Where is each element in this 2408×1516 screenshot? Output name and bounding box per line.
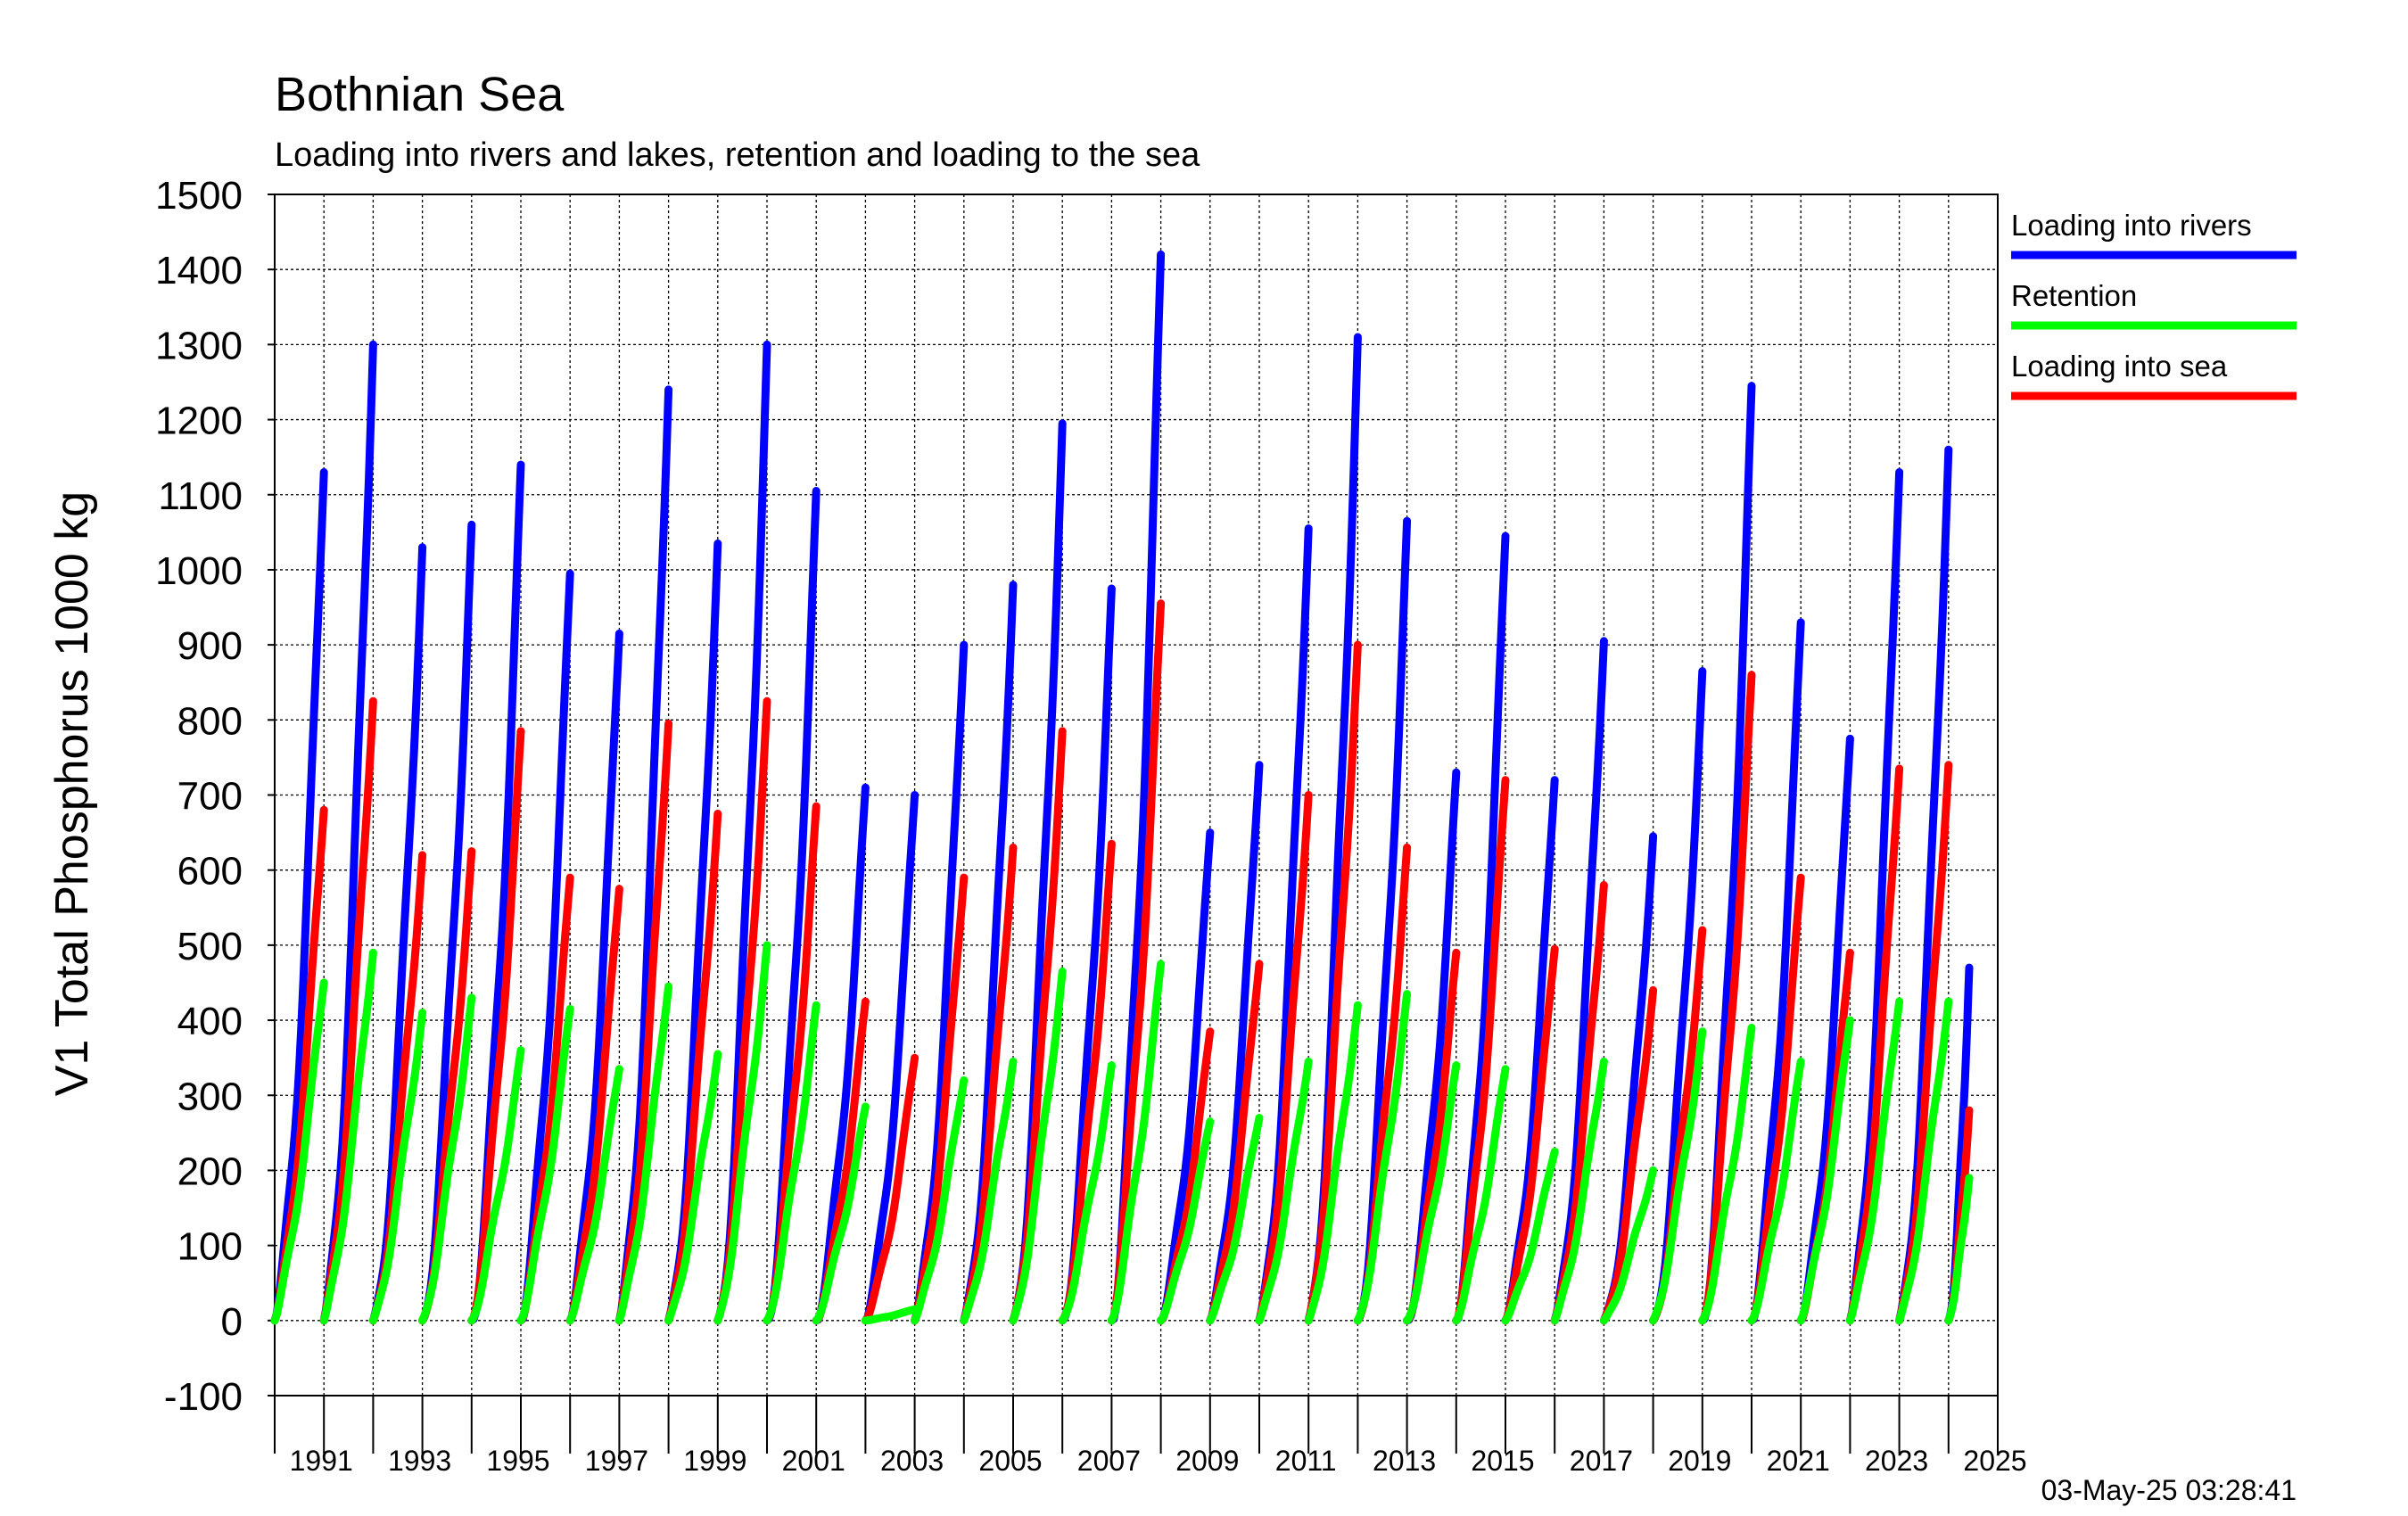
y-tick-label: 200	[177, 1149, 243, 1193]
x-tick-label: 2007	[1077, 1445, 1141, 1477]
series-year-segment	[1796, 1016, 1854, 1325]
x-tick-label: 1997	[585, 1445, 648, 1477]
y-tick-label: 1200	[155, 400, 243, 443]
series-year-segment	[565, 1065, 623, 1325]
x-tick-label: 2017	[1570, 1445, 1633, 1477]
y-axis-label: V1 Total Phosphorus 1000 kg	[46, 491, 98, 1096]
x-axis: 1991 1993 1995 1997 1999 2001 2003 2005 2007 2009…	[274, 1396, 2027, 1477]
legend-label: Loading into rivers	[2011, 209, 2252, 242]
x-tick-label: 2009	[1175, 1445, 1239, 1477]
series-year-segment	[1157, 1117, 1215, 1325]
series-layer	[270, 250, 1974, 1325]
x-tick-label: 1993	[388, 1445, 451, 1477]
series-year-segment	[467, 1046, 525, 1325]
series-year-segment	[1747, 1057, 1805, 1325]
x-tick-label: 2005	[978, 1445, 1042, 1477]
series-loading-into-rivers	[270, 250, 1974, 1325]
series-year-segment	[1206, 1114, 1264, 1325]
series-year-segment	[614, 982, 673, 1325]
x-tick-label: 2019	[1668, 1445, 1731, 1477]
y-axis: -100 0 100 200 300 400 500 600 700 800 900 1000 1100…	[155, 174, 275, 1419]
legend-label: Retention	[2011, 279, 2137, 312]
y-tick-label: 500	[177, 925, 243, 968]
series-year-segment	[713, 941, 771, 1325]
timestamp: 03-May-25 03:28:41	[2041, 1474, 2297, 1506]
series-year-segment	[1501, 1147, 1559, 1325]
series-year-segment	[861, 1305, 919, 1325]
series-year-segment	[1353, 990, 1412, 1325]
series-year-segment	[1599, 985, 1658, 1325]
x-tick-label: 2023	[1865, 1445, 1928, 1477]
series-loading-into-sea	[270, 599, 1974, 1325]
chart-title: Bothnian Sea	[275, 68, 565, 121]
legend-item-loading-into-sea: Loading into sea	[2011, 350, 2297, 400]
y-tick-label: 800	[177, 699, 243, 743]
y-tick-label: 1500	[155, 174, 243, 218]
series-year-segment	[1255, 1057, 1313, 1325]
y-tick-label: 600	[177, 850, 243, 894]
series-year-segment	[1452, 1065, 1510, 1325]
y-tick-label: 0	[221, 1300, 243, 1344]
x-tick-label: 2025	[1963, 1445, 2026, 1477]
x-tick-label: 2011	[1275, 1445, 1337, 1477]
legend: Loading into rivers Retention Loading in…	[2011, 209, 2297, 400]
series-year-segment	[1698, 1024, 1756, 1325]
series-year-segment	[319, 948, 377, 1325]
series-year-segment	[1944, 1174, 1974, 1325]
y-tick-label: 1100	[158, 474, 243, 518]
series-year-segment	[1058, 1061, 1116, 1325]
x-tick-label: 2001	[782, 1445, 845, 1477]
series-year-segment	[270, 978, 328, 1325]
series-year-segment	[1304, 1001, 1362, 1325]
y-tick-label: 100	[177, 1225, 243, 1269]
series-year-segment	[516, 1004, 574, 1325]
legend-label: Loading into sea	[2011, 350, 2228, 383]
series-year-segment	[1255, 791, 1313, 1325]
x-tick-label: 2021	[1767, 1445, 1830, 1477]
series-year-segment	[1845, 997, 1904, 1325]
series-year-segment	[1550, 1057, 1608, 1325]
series-year-segment	[861, 1053, 919, 1325]
series-year-segment	[911, 1075, 969, 1325]
series-year-segment	[763, 1001, 821, 1325]
series-year-segment	[1403, 1061, 1461, 1325]
series-year-segment	[664, 1050, 722, 1325]
y-tick-label: 700	[177, 775, 243, 819]
series-year-segment	[1895, 997, 1953, 1325]
series-year-segment	[1009, 967, 1067, 1325]
series-year-segment	[1649, 1027, 1707, 1325]
y-tick-label: 300	[177, 1075, 243, 1118]
x-tick-label: 2013	[1373, 1445, 1436, 1477]
y-tick-label: -100	[164, 1375, 243, 1419]
y-tick-label: 900	[177, 624, 243, 668]
series-year-segment	[960, 1057, 1018, 1325]
y-tick-label: 1300	[155, 324, 243, 367]
chart-subtitle: Loading into rivers and lakes, retention…	[275, 136, 1200, 174]
x-tick-label: 1991	[290, 1445, 353, 1477]
series-year-segment	[1107, 960, 1166, 1325]
series-year-segment	[1599, 1166, 1658, 1325]
x-tick-label: 1995	[486, 1445, 549, 1477]
x-tick-label: 2003	[880, 1445, 944, 1477]
x-tick-label: 2015	[1471, 1445, 1534, 1477]
series-year-segment	[1501, 944, 1559, 1325]
series-year-segment	[812, 1102, 870, 1325]
y-tick-label: 1400	[155, 249, 243, 292]
series-year-segment	[418, 993, 476, 1325]
series-retention	[270, 941, 1974, 1325]
y-tick-label: 400	[177, 1000, 243, 1043]
series-year-segment	[368, 1009, 427, 1325]
legend-item-retention: Retention	[2011, 279, 2297, 330]
legend-item-loading-into-rivers: Loading into rivers	[2011, 209, 2297, 260]
x-tick-label: 1999	[683, 1445, 746, 1477]
y-tick-label: 1000	[155, 549, 243, 593]
